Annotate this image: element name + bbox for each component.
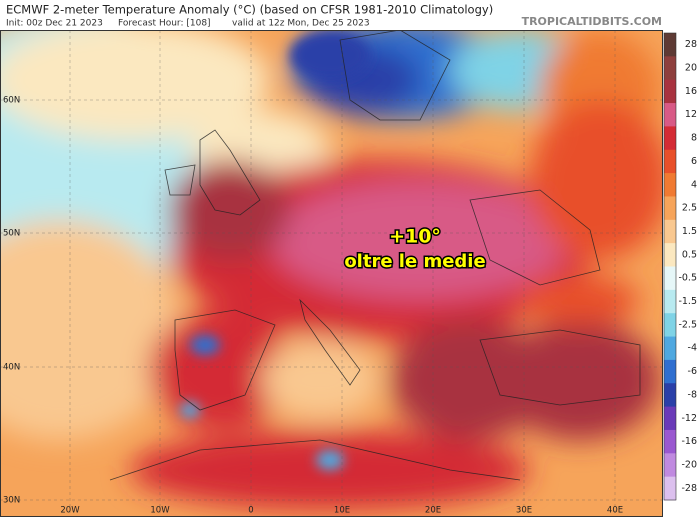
colorbar-label: 20 [685,63,697,74]
colorbar-cell [664,79,676,104]
colorbar-cell [664,266,676,291]
lat-label: 30N [3,496,20,506]
lon-label: 10E [334,506,350,516]
colorbar-cell [664,336,676,361]
colorbar-label: -28 [681,483,697,494]
lon-label: 20W [60,506,80,516]
title: ECMWF 2-meter Temperature Anomaly (°C) (… [6,3,493,17]
colorbar-label: 1.5 [682,226,697,237]
colorbar-label: -1.5 [678,296,697,307]
colorbar-label: -12 [681,413,697,424]
colorbar-label: 2.5 [682,203,697,214]
colorbar-cell [664,243,676,267]
lon-label: 30E [516,506,532,516]
colorbar-label: 16 [685,86,697,97]
colorbar-label: 6 [691,156,697,167]
colorbar-label: -2.5 [678,319,697,330]
colorbar-label: -20 [681,459,697,470]
lat-label: 60N [3,96,20,106]
init: Init: 00z Dec 21 2023 [6,19,103,29]
annotation-value: +10° [389,226,441,248]
lon-label: 20E [425,506,441,516]
colorbar-label: -16 [681,436,697,447]
colorbar-label: 0.5 [682,249,697,260]
colorbar-cell [664,406,676,431]
colorbar-cell [664,383,676,408]
colorbar-label: 4 [691,179,697,190]
lon-label: 40E [607,506,623,516]
colorbar-label: -6 [688,366,697,377]
colorbar-cell [664,173,676,197]
lon-label: 0 [248,506,253,516]
lat-label: 40N [3,363,20,373]
colorbar-label: 12 [685,109,697,120]
colorbar-label: -4 [688,343,697,354]
colorbar-cell [664,103,676,127]
lon-label: 10W [150,506,170,516]
colorbar-cell [664,453,676,478]
colorbar-cell [664,126,676,151]
lat-label: 50N [3,229,20,239]
colorbar-cell [664,196,676,221]
annotation-text: oltre le medie [344,251,485,272]
colorbar-cell [664,289,676,314]
colorbar-cell [664,476,676,501]
colorbar-label: -8 [688,389,697,400]
colorbar-cell [664,219,676,244]
colorbar-cell [664,313,676,338]
colorbar-cell [664,429,676,454]
forecast-hour: Forecast Hour: [108] [118,19,211,29]
valid-time: valid at 12z Mon, Dec 25 2023 [232,19,370,29]
colorbar-cell [664,359,676,384]
colorbar-frame [663,32,677,501]
map [0,30,663,517]
watermark: TROPICALTIDBITS.COM [522,15,662,28]
colorbar-label: -0.5 [678,273,697,284]
colorbar-cell [664,149,676,174]
colorbar-cell [664,56,676,81]
colorbar-label: 28 [685,39,697,50]
colorbar-label: 8 [691,133,697,144]
colorbar-cell [664,33,676,57]
